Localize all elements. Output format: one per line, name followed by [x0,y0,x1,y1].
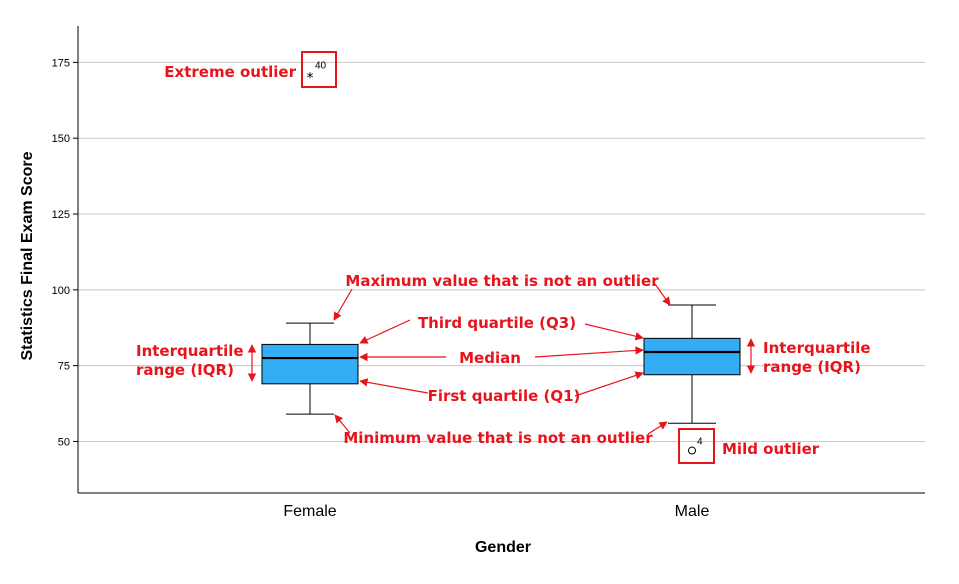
iqr-right-annotation-line2: range (IQR) [763,358,861,376]
iqr-box-male [643,337,741,376]
q3-annotation: Third quartile (Q3) [418,314,576,332]
mild-outlier-annotation: Mild outlier [722,440,820,458]
q1-annotation: First quartile (Q1) [428,387,581,405]
y-tick-label-75: 75 [58,361,70,373]
q1-arrow-right [574,371,644,397]
y-axis-title: Statistics Final Exam Score [19,151,36,360]
extreme-outlier-highlight-box [301,51,337,88]
outlier-case-label-male: 4 [697,437,703,448]
box-group-female: *40 [261,61,359,415]
y-tick-label-50: 50 [58,436,70,448]
y-tick-label-100: 100 [52,285,70,297]
max-arrow-left [333,288,353,321]
outlier-case-label-female: 40 [315,61,327,72]
x-category-label-male: Male [675,503,710,520]
min-arrow-left [334,414,351,434]
mild-outlier-highlight-box [678,428,715,464]
y-tick-label-150: 150 [52,133,70,145]
min-value-annotation: Minimum value that is not an outlier [343,429,653,447]
iqr-right-annotation-line1: Interquartile [763,339,871,357]
iqr-left-annotation-line1: Interquartile [136,342,244,360]
y-tick-label-175: 175 [52,57,70,69]
iqr-box-female [261,343,359,385]
x-axis-title: Gender [475,539,531,556]
y-tick-label-125: 125 [52,209,70,221]
extreme-outlier-marker-female: * [307,71,314,87]
mild-outlier-marker-male [688,446,696,455]
iqr-left-annotation-line2: range (IQR) [136,361,234,379]
max-arrow-right [654,283,671,306]
q3-arrow-left [359,319,411,344]
min-arrow-right [647,421,668,435]
q3-arrow-right [584,323,644,341]
x-category-label-female: Female [283,503,336,520]
max-value-annotation: Maximum value that is not an outlier [345,272,659,290]
median-arrow-right [534,346,644,358]
box-group-male: 4 [643,304,741,455]
extreme-outlier-annotation: Extreme outlier [164,63,296,81]
q1-arrow-left [359,378,429,394]
median-annotation: Median [459,349,521,367]
